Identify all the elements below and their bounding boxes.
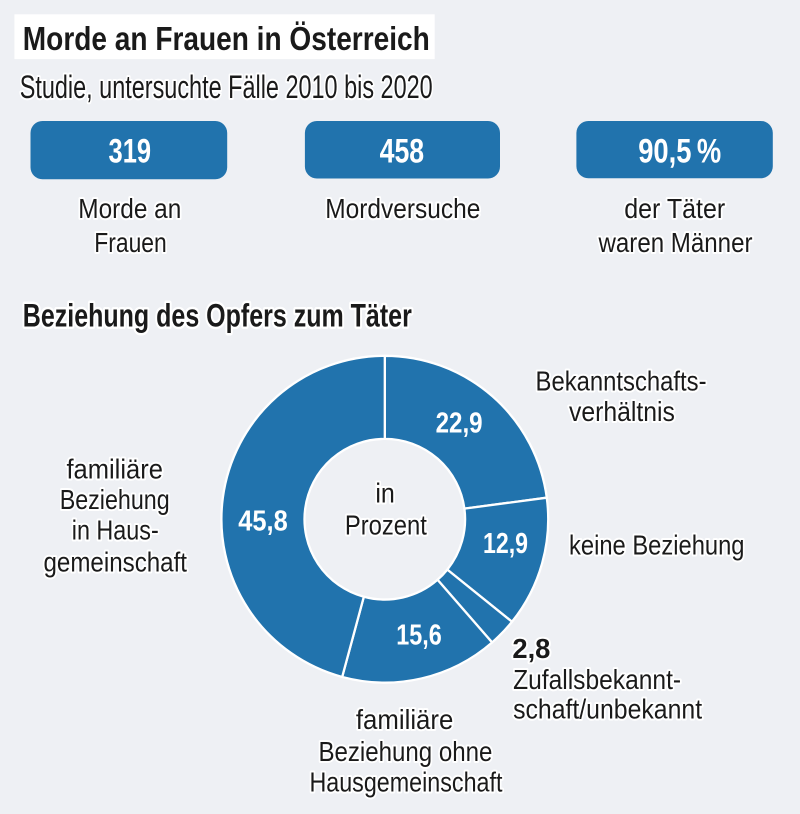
svg-text:2,8: 2,8 [512,633,550,664]
svg-text:gemeinschaft: gemeinschaft [44,546,188,577]
svg-text:319: 319 [109,133,152,171]
svg-text:waren Männer: waren Männer [598,227,753,258]
svg-text:familiäre: familiäre [66,453,163,484]
svg-text:Morde an: Morde an [78,193,181,224]
svg-text:458: 458 [380,133,425,171]
svg-text:in: in [375,477,395,508]
svg-text:Frauen: Frauen [94,227,167,258]
svg-text:Zufallsbekannt-: Zufallsbekannt- [513,664,681,695]
svg-text:Beziehung ohne: Beziehung ohne [318,736,492,767]
svg-text:der Täter: der Täter [624,193,725,224]
svg-text:in Haus-: in Haus- [72,515,159,546]
svg-text:Beziehung: Beziehung [60,484,170,515]
svg-text:Mordversuche: Mordversuche [325,193,480,224]
svg-text:Hausgemeinschaft: Hausgemeinschaft [309,766,502,797]
svg-text:verhältnis: verhältnis [569,396,675,427]
svg-text:22,9: 22,9 [436,408,483,440]
svg-text:keine Beziehung: keine Beziehung [569,530,745,561]
svg-text:Morde an Frauen in Österreich: Morde an Frauen in Österreich [23,20,430,57]
svg-text:Beziehung des Opfers zum Täter: Beziehung des Opfers zum Täter [23,298,412,334]
svg-text:15,6: 15,6 [396,619,442,651]
svg-text:Bekanntschafts-: Bekanntschafts- [536,366,707,397]
svg-text:90,5 %: 90,5 % [638,133,721,171]
svg-text:familiäre: familiäre [356,704,454,735]
svg-text:schaft/unbekannt: schaft/unbekannt [513,693,702,724]
svg-text:Prozent: Prozent [345,510,427,541]
svg-text:Studie, untersuchte Fälle 2010: Studie, untersuchte Fälle 2010 bis 2020 [20,69,433,105]
svg-text:12,9: 12,9 [483,528,528,560]
svg-text:45,8: 45,8 [238,506,288,538]
